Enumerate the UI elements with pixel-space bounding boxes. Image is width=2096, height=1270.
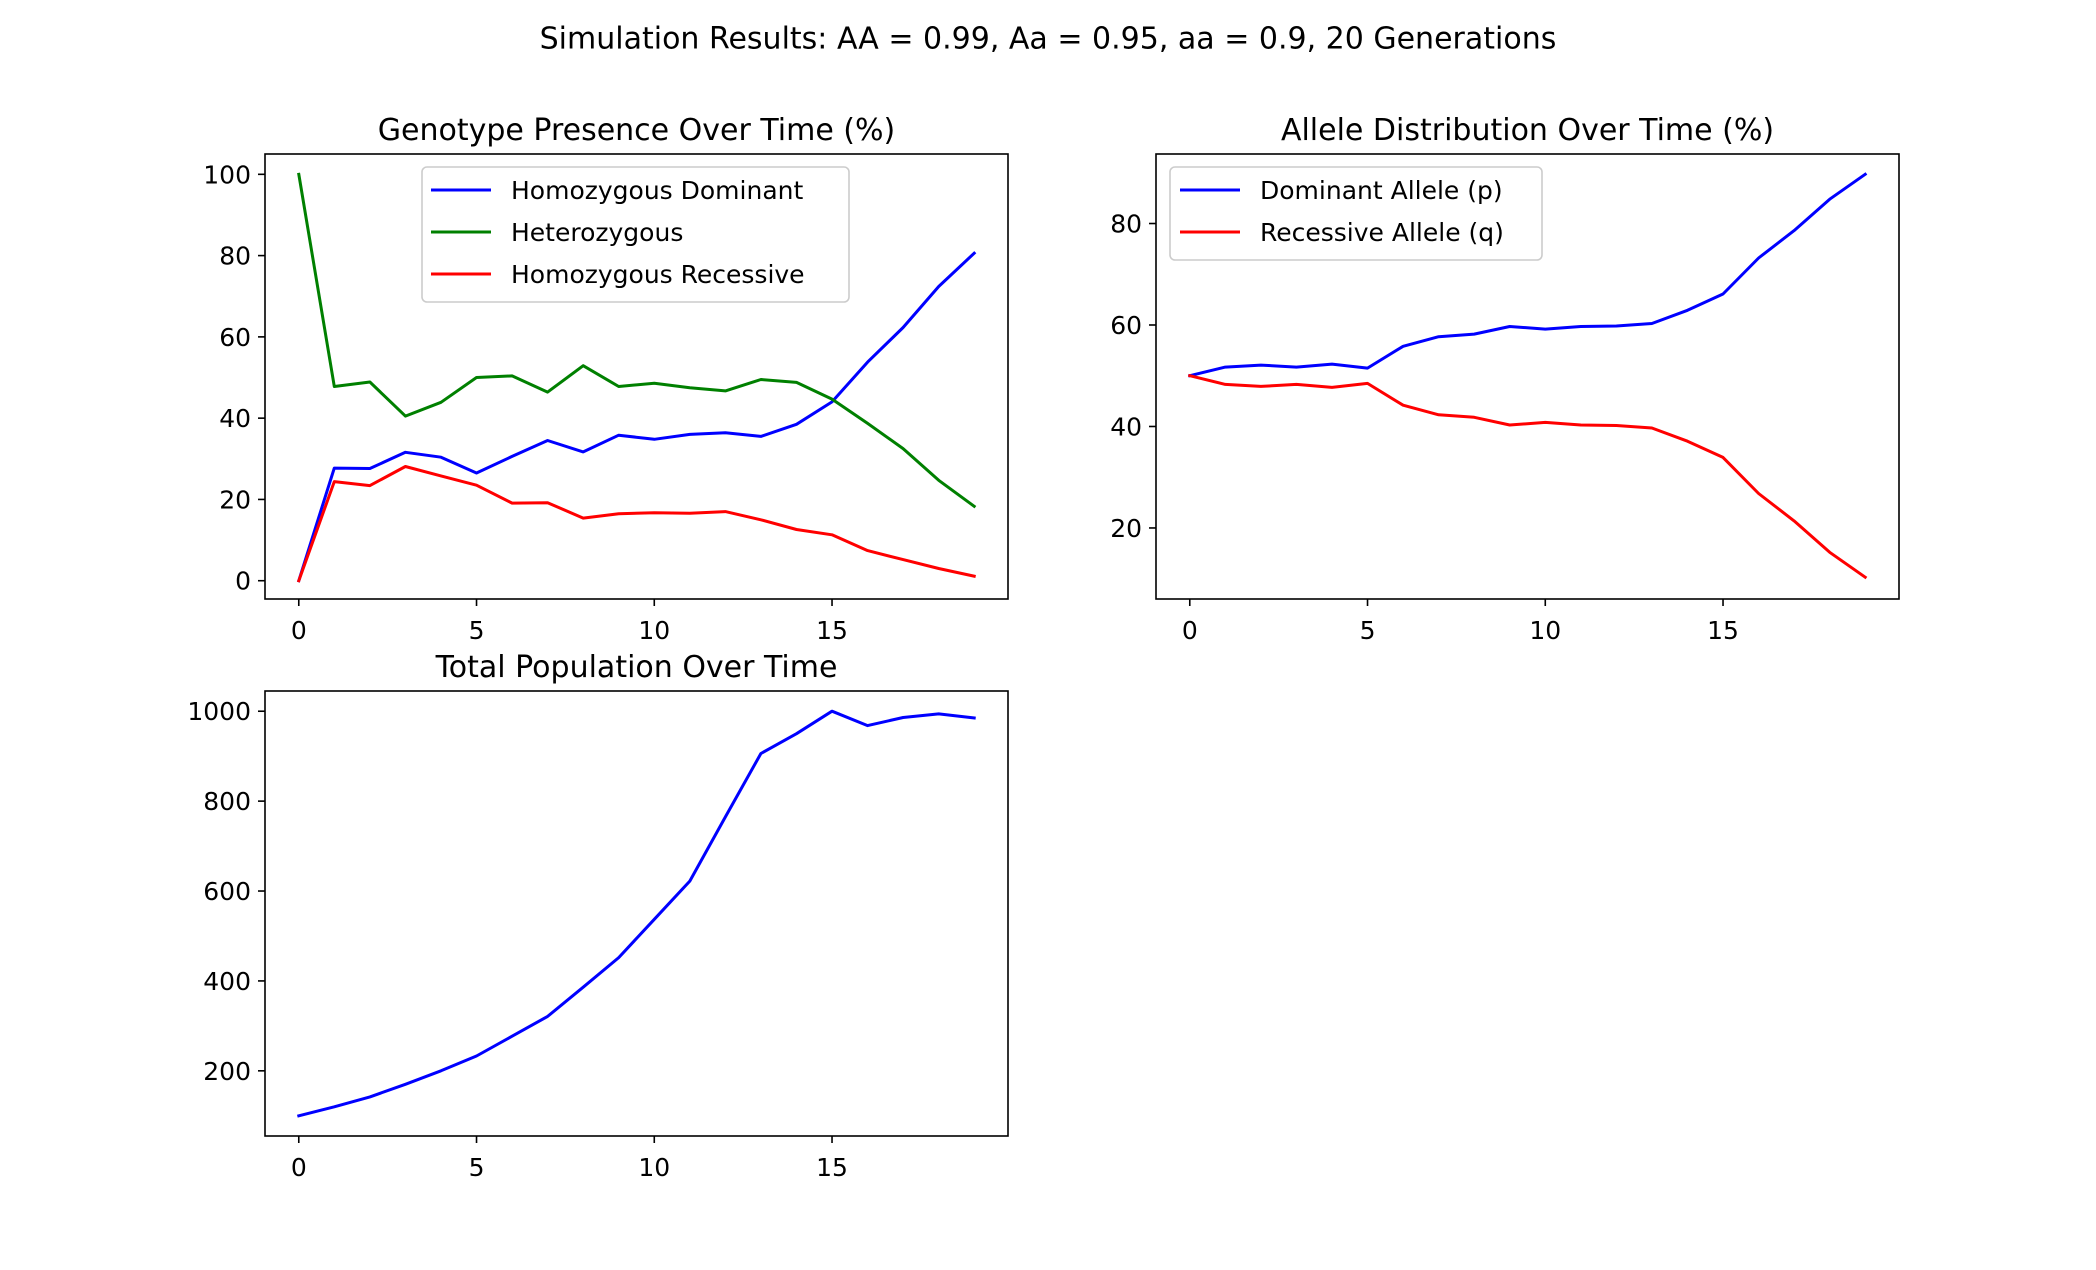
x-tick-label: 0 [291, 1153, 307, 1182]
y-tick-label: 200 [203, 1057, 251, 1086]
series-line-homozygous-dominant [296, 251, 977, 583]
x-tick-label: 5 [469, 1153, 485, 1182]
series-line-homozygous-recessive [296, 465, 976, 583]
legend: Homozygous Dominant Heterozygous Homozygou… [421, 166, 850, 303]
x-tick-label: 10 [1529, 616, 1561, 645]
x-tick-label: 10 [638, 616, 670, 645]
subplot-1: Genotype Presence Over Time (%) 0 5 10 15 0 20… [203, 113, 1009, 645]
y-tick-label: 1000 [187, 697, 251, 726]
y-tick-label: 0 [235, 567, 251, 596]
subplot-2: Allele Distribution Over Time (%) 0 5 10 15 2… [1110, 113, 1900, 645]
y-tick-label: 40 [1110, 412, 1142, 441]
y-tick-label: 80 [1110, 210, 1142, 239]
subplot-3: Total Population Over Time 0 5 10 15 200 400 60… [187, 650, 1009, 1182]
y-tick-label: 40 [219, 404, 251, 433]
subplot-title: Allele Distribution Over Time (%) [1281, 113, 1774, 148]
legend-box [1169, 166, 1543, 261]
y-tick-label: 20 [219, 485, 251, 514]
legend: Dominant Allele (p) Recessive Allele (q) [1169, 166, 1543, 261]
y-tick-label: 60 [219, 323, 251, 352]
x-tick-label: 15 [816, 616, 848, 645]
y-tick-label: 80 [219, 242, 251, 271]
figure-suptitle: Simulation Results: AA = 0.99, Aa = 0.95… [540, 22, 1557, 57]
subplot-title: Genotype Presence Over Time (%) [378, 113, 895, 148]
subplot-title: Total Population Over Time [435, 650, 838, 685]
series-line-recessive-allele-q [1187, 373, 1868, 580]
axes-frame [264, 690, 1009, 1137]
subplots: Genotype Presence Over Time (%) 0 5 10 15 0 20… [187, 113, 1900, 1182]
legend-label: Dominant Allele (p) [1260, 176, 1503, 205]
x-tick-label: 15 [816, 1153, 848, 1182]
x-tick-label: 15 [1707, 616, 1739, 645]
x-tick-label: 0 [1182, 616, 1198, 645]
y-tick-label: 20 [1110, 514, 1142, 543]
series-line-total-population [296, 709, 976, 1118]
legend-label: Recessive Allele (q) [1260, 218, 1504, 247]
legend-label: Heterozygous [511, 218, 683, 247]
y-tick-label: 400 [203, 967, 251, 996]
legend-label: Homozygous Recessive [511, 260, 805, 289]
x-tick-label: 10 [638, 1153, 670, 1182]
axes-frame [264, 153, 1009, 600]
series-line-heterozygous [297, 172, 977, 509]
x-tick-label: 5 [469, 616, 485, 645]
y-tick-label: 100 [203, 160, 251, 189]
legend-label: Homozygous Dominant [511, 176, 803, 205]
axes-frame [1155, 153, 1900, 600]
x-tick-label: 0 [291, 616, 307, 645]
y-tick-label: 60 [1110, 311, 1142, 340]
y-tick-label: 800 [203, 787, 251, 816]
x-tick-label: 5 [1360, 616, 1376, 645]
y-tick-label: 600 [203, 877, 251, 906]
legend-box [421, 166, 850, 303]
series-line-dominant-allele-p [1187, 172, 1868, 378]
